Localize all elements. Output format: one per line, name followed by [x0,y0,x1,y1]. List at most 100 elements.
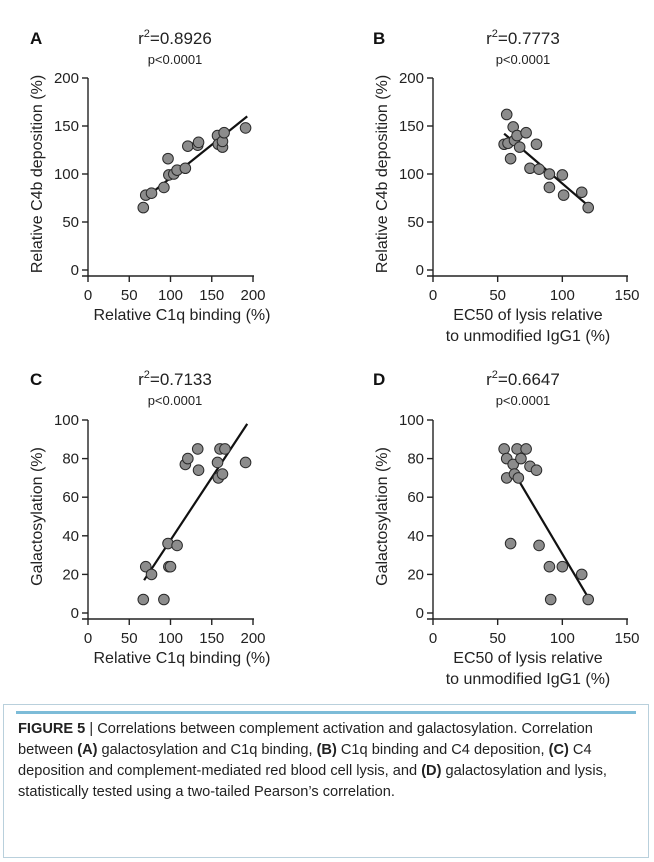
p-value-label: p<0.0001 [148,393,203,408]
data-point [513,141,526,153]
data-point [520,443,532,455]
data-point [158,181,170,194]
y-axis-title: Galactosylation (%) [29,447,46,586]
x-axis-title: EC50 of lysis relative [453,307,602,324]
r-squared-value: =0.7773 [498,29,560,48]
panel-label: C [30,370,42,389]
data-point [543,181,556,194]
caption-separator: | [85,721,98,737]
p-value-label: p<0.0001 [496,52,551,67]
caption-text: galactosylation and lysis, statistically… [18,763,607,800]
y-tick-label: 80 [407,451,424,468]
r-squared-prefix: r [138,370,144,389]
x-tick-label: 0 [429,630,437,647]
data-point [557,189,570,201]
y-tick-label: 200 [54,70,79,87]
data-point [500,108,513,121]
y-tick-label: 150 [399,118,424,135]
y-tick-label: 50 [407,214,424,231]
data-point [218,126,230,139]
caption-rule [16,711,636,714]
panel-label: B [373,29,385,48]
data-point [139,560,152,573]
caption-text: galactosylation and C1q binding, [97,742,317,758]
data-point [512,472,525,484]
y-tick-label: 0 [416,262,424,279]
x-tick-label: 200 [240,630,265,647]
y-tick-label: 0 [416,605,424,622]
x-tick-label: 50 [121,287,138,304]
caption-panel-ref: (C) [548,742,569,758]
data-point [520,126,532,139]
r-squared-value: =0.8926 [150,29,212,48]
data-point [137,201,150,214]
data-point [515,452,527,465]
y-tick-label: 60 [62,489,79,506]
r-squared-superscript: 2 [492,28,498,40]
caption-text: C1q binding and C4 deposition, [336,742,549,758]
caption-panel-ref: (A) [77,742,98,758]
y-tick-label: 50 [62,214,79,231]
data-point [543,168,556,180]
caption-body: Correlations between complement activati… [18,721,607,800]
r-squared-prefix: r [486,370,492,389]
data-point [182,140,194,152]
data-point [530,138,543,151]
r-squared-superscript: 2 [144,369,150,381]
y-tick-label: 40 [62,528,79,545]
data-point [556,560,569,573]
data-point [582,593,595,606]
x-tick-label: 0 [429,287,437,304]
y-tick-label: 80 [62,451,79,468]
panel-label: D [373,370,385,389]
y-axis-title: Relative C4b deposition (%) [374,75,391,273]
data-point [575,186,588,199]
x-axis-title: Relative C1q binding (%) [94,307,271,324]
x-axis-title: to unmodified IgG1 (%) [446,328,611,345]
r-squared-label: r2=0.7133 [138,369,212,389]
p-value-label: p<0.0001 [496,393,551,408]
data-point [504,152,517,165]
x-tick-label: 0 [84,630,92,647]
y-tick-label: 100 [54,412,79,429]
y-tick-label: 200 [399,70,424,87]
data-point [582,201,595,214]
data-point [158,593,170,606]
figure-label: FIGURE 5 [18,721,86,737]
y-tick-label: 150 [54,118,79,135]
y-tick-label: 100 [54,166,79,183]
x-tick-label: 100 [550,287,575,304]
x-tick-label: 150 [614,630,639,647]
data-point [137,593,150,606]
r-squared-superscript: 2 [144,28,150,40]
x-axis-title: EC50 of lysis relative [453,650,602,667]
x-tick-label: 50 [489,630,506,647]
regression-line [507,461,590,599]
r-squared-value: =0.6647 [498,370,560,389]
data-point [530,464,543,476]
y-tick-label: 100 [399,166,424,183]
x-tick-label: 150 [199,630,224,647]
data-point [556,169,569,181]
data-point [182,452,194,465]
y-axis-title: Galactosylation (%) [374,447,391,586]
x-axis-title: Relative C1q binding (%) [94,650,271,667]
r-squared-prefix: r [138,29,144,48]
r-squared-prefix: r [486,29,492,48]
r-squared-value: =0.7133 [150,370,212,389]
data-point [239,456,252,469]
caption-text: C4 deposition and complement-mediated re… [18,742,592,779]
y-tick-label: 0 [71,262,79,279]
r-squared-label: r2=0.6647 [486,369,560,389]
data-point [171,539,183,552]
data-point [575,568,588,581]
y-tick-label: 20 [62,566,79,583]
y-axis-title: Relative C4b deposition (%) [29,75,46,273]
caption-panel-ref: (B) [316,742,337,758]
data-point [179,162,192,175]
